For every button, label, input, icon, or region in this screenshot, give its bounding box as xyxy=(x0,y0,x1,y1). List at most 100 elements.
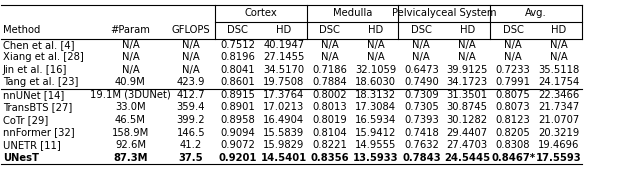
Text: UNETR [11]: UNETR [11] xyxy=(3,140,60,150)
Text: 24.1754: 24.1754 xyxy=(538,77,580,87)
Text: 19.1M (3DUNet): 19.1M (3DUNet) xyxy=(90,90,171,100)
Text: Chen et al. [4]: Chen et al. [4] xyxy=(3,40,74,50)
Text: 21.7347: 21.7347 xyxy=(538,103,580,112)
Text: 17.3084: 17.3084 xyxy=(355,103,396,112)
Text: 0.8221: 0.8221 xyxy=(312,140,347,150)
Text: TransBTS [27]: TransBTS [27] xyxy=(3,103,72,112)
Text: N/A: N/A xyxy=(321,40,339,50)
Text: 30.8745: 30.8745 xyxy=(447,103,488,112)
Text: 32.1059: 32.1059 xyxy=(355,65,396,75)
Text: 399.2: 399.2 xyxy=(177,115,205,125)
Text: 0.8901: 0.8901 xyxy=(220,103,255,112)
Text: 33.0M: 33.0M xyxy=(115,103,146,112)
Text: UNesT: UNesT xyxy=(3,153,38,163)
Text: N/A: N/A xyxy=(182,52,200,62)
Text: GFLOPS: GFLOPS xyxy=(172,25,211,35)
Text: HD: HD xyxy=(368,25,383,35)
Text: 92.6M: 92.6M xyxy=(115,140,146,150)
Text: Avg.: Avg. xyxy=(525,8,547,18)
Text: 18.3132: 18.3132 xyxy=(355,90,396,100)
Text: 0.9072: 0.9072 xyxy=(220,140,255,150)
Text: DSC: DSC xyxy=(502,25,524,35)
Text: N/A: N/A xyxy=(321,52,339,62)
Text: N/A: N/A xyxy=(458,40,476,50)
Text: 0.8002: 0.8002 xyxy=(312,90,347,100)
Text: DSC: DSC xyxy=(227,25,248,35)
Text: 21.0707: 21.0707 xyxy=(538,115,580,125)
Text: 24.5445: 24.5445 xyxy=(444,153,490,163)
Text: nnUNet [14]: nnUNet [14] xyxy=(3,90,64,100)
Text: N/A: N/A xyxy=(367,52,384,62)
Text: 16.5934: 16.5934 xyxy=(355,115,396,125)
Text: N/A: N/A xyxy=(550,52,568,62)
Text: 0.8205: 0.8205 xyxy=(496,127,531,138)
Text: 37.5: 37.5 xyxy=(179,153,204,163)
Text: N/A: N/A xyxy=(458,52,476,62)
Text: 34.1723: 34.1723 xyxy=(447,77,488,87)
Text: Tang et al. [23]: Tang et al. [23] xyxy=(3,77,78,87)
Text: 0.7309: 0.7309 xyxy=(404,90,438,100)
Text: 34.5170: 34.5170 xyxy=(263,65,304,75)
Text: 412.7: 412.7 xyxy=(177,90,205,100)
Text: N/A: N/A xyxy=(122,52,140,62)
Text: 0.8356: 0.8356 xyxy=(310,153,349,163)
Text: 359.4: 359.4 xyxy=(177,103,205,112)
Text: 15.5839: 15.5839 xyxy=(263,127,304,138)
Text: 17.0213: 17.0213 xyxy=(263,103,304,112)
Text: N/A: N/A xyxy=(412,40,430,50)
Text: 0.7632: 0.7632 xyxy=(404,140,439,150)
Text: HD: HD xyxy=(276,25,291,35)
Text: N/A: N/A xyxy=(122,65,140,75)
Text: 0.7305: 0.7305 xyxy=(404,103,438,112)
Text: 17.5593: 17.5593 xyxy=(536,153,582,163)
Text: 40.9M: 40.9M xyxy=(115,77,146,87)
Text: 423.9: 423.9 xyxy=(177,77,205,87)
Text: 14.5401: 14.5401 xyxy=(260,153,307,163)
Text: 0.8104: 0.8104 xyxy=(312,127,347,138)
Text: CoTr [29]: CoTr [29] xyxy=(3,115,48,125)
Text: Xiang et al. [28]: Xiang et al. [28] xyxy=(3,52,83,62)
Text: 0.7393: 0.7393 xyxy=(404,115,438,125)
Text: 27.4703: 27.4703 xyxy=(447,140,488,150)
Text: 0.8601: 0.8601 xyxy=(220,77,255,87)
Text: 0.8467*: 0.8467* xyxy=(491,153,535,163)
Text: 0.7418: 0.7418 xyxy=(404,127,438,138)
Text: N/A: N/A xyxy=(182,65,200,75)
Text: Pelvicalyceal System: Pelvicalyceal System xyxy=(392,8,497,18)
Text: Method: Method xyxy=(3,25,40,35)
Text: 40.1947: 40.1947 xyxy=(263,40,304,50)
Text: 29.4407: 29.4407 xyxy=(447,127,488,138)
Text: DSC: DSC xyxy=(319,25,340,35)
Text: 41.2: 41.2 xyxy=(180,140,202,150)
Text: 22.3466: 22.3466 xyxy=(538,90,580,100)
Text: 0.8196: 0.8196 xyxy=(220,52,255,62)
Text: HD: HD xyxy=(460,25,475,35)
Text: 13.5933: 13.5933 xyxy=(353,153,398,163)
Text: 0.8958: 0.8958 xyxy=(220,115,255,125)
Text: Jin et al. [16]: Jin et al. [16] xyxy=(3,65,67,75)
Text: N/A: N/A xyxy=(550,40,568,50)
Text: 0.8308: 0.8308 xyxy=(496,140,531,150)
Text: 0.8041: 0.8041 xyxy=(221,65,255,75)
Text: 0.7884: 0.7884 xyxy=(312,77,347,87)
Text: 0.9094: 0.9094 xyxy=(220,127,255,138)
Text: 19.7508: 19.7508 xyxy=(263,77,304,87)
Text: N/A: N/A xyxy=(122,40,140,50)
Text: 0.7186: 0.7186 xyxy=(312,65,347,75)
Text: Cortex: Cortex xyxy=(244,8,277,18)
Text: 46.5M: 46.5M xyxy=(115,115,146,125)
Text: 16.4904: 16.4904 xyxy=(263,115,304,125)
Text: Medulla: Medulla xyxy=(333,8,372,18)
Text: 31.3501: 31.3501 xyxy=(447,90,488,100)
Text: 0.8019: 0.8019 xyxy=(312,115,347,125)
Text: 0.8013: 0.8013 xyxy=(312,103,347,112)
Text: nnFormer [32]: nnFormer [32] xyxy=(3,127,74,138)
Text: 17.3764: 17.3764 xyxy=(263,90,304,100)
Text: HD: HD xyxy=(551,25,566,35)
Text: 35.5118: 35.5118 xyxy=(538,65,580,75)
Text: DSC: DSC xyxy=(411,25,432,35)
Text: N/A: N/A xyxy=(182,40,200,50)
Text: N/A: N/A xyxy=(412,52,430,62)
Text: 158.9M: 158.9M xyxy=(112,127,149,138)
Text: 0.8915: 0.8915 xyxy=(220,90,255,100)
